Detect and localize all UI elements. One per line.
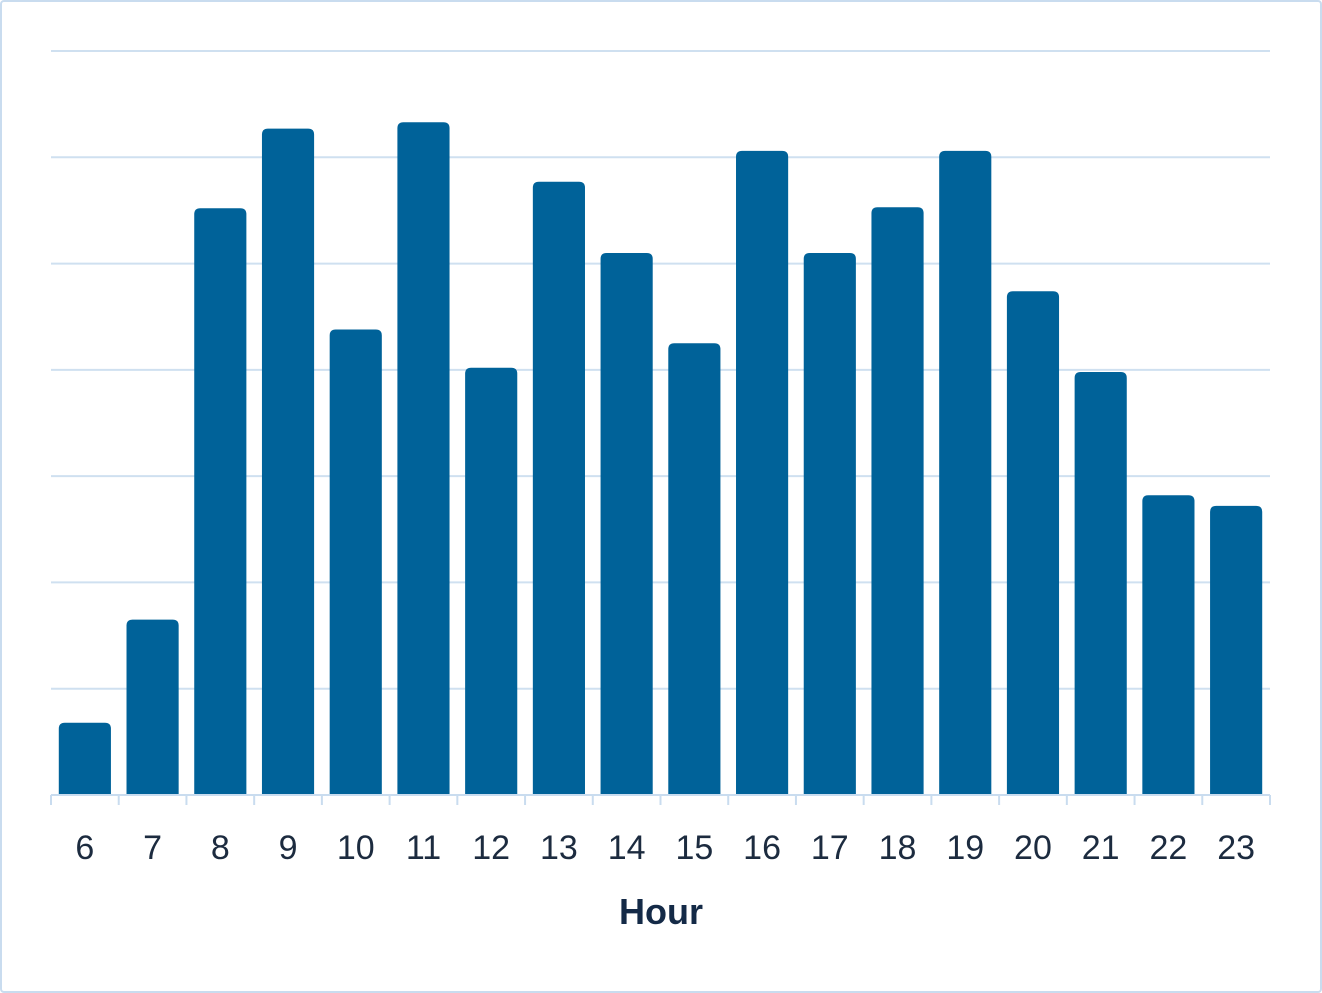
x-tick-label-22: 22	[1150, 829, 1188, 867]
bar-15	[668, 343, 721, 795]
bar-23	[1210, 505, 1263, 795]
x-tick-label-15: 15	[675, 829, 713, 867]
x-tick-labels: 6 7 8 9 10 11 12 13 14 15 16 17 18 19 20 21 22 23	[75, 829, 1255, 867]
x-tick-label-21: 21	[1082, 829, 1120, 867]
gridlines	[51, 50, 1270, 690]
bars	[58, 122, 1263, 796]
bar-9	[261, 128, 315, 796]
x-tick-label-19: 19	[946, 829, 984, 867]
x-tick-label-9: 9	[279, 829, 298, 867]
x-tick-label-10: 10	[337, 829, 375, 867]
bar-7	[126, 619, 179, 795]
bar-22	[1142, 495, 1195, 795]
x-tick-label-7: 7	[143, 829, 162, 867]
x-tick-label-18: 18	[879, 829, 917, 867]
x-tick-label-12: 12	[472, 829, 510, 867]
bar-20	[1006, 291, 1060, 795]
x-axis	[50, 794, 1271, 805]
bar-10	[329, 329, 382, 795]
x-tick-label-17: 17	[811, 829, 849, 867]
bar-14	[600, 252, 653, 795]
bar-8	[194, 208, 247, 795]
bar-6	[58, 722, 111, 795]
x-tick-label-23: 23	[1217, 829, 1255, 867]
bar-13	[532, 181, 585, 795]
x-tick-label-6: 6	[75, 829, 94, 867]
bar-18	[871, 207, 924, 796]
x-axis-title: Hour	[619, 891, 703, 932]
bar-21	[1074, 371, 1127, 795]
x-tick-label-11: 11	[406, 829, 441, 867]
x-tick-label-16: 16	[743, 829, 781, 867]
bar-19	[939, 150, 992, 795]
x-tick-label-20: 20	[1014, 829, 1052, 867]
bar-11	[397, 122, 450, 795]
bar-17	[803, 252, 856, 795]
x-tick-label-14: 14	[608, 829, 646, 867]
x-tick-label-8: 8	[211, 829, 230, 867]
bar-12	[465, 367, 518, 795]
x-tick-label-13: 13	[540, 829, 578, 867]
bar-16	[736, 150, 789, 795]
